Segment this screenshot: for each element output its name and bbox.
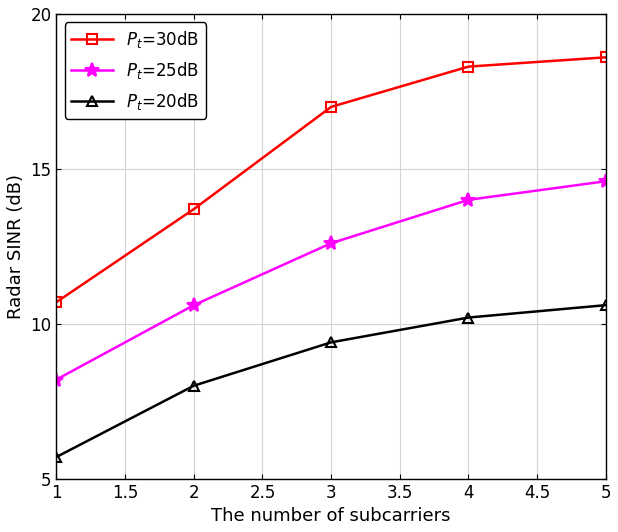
- $P_t$=25dB: [190, 302, 198, 309]
- $P_t$=20dB: [53, 454, 60, 460]
- $P_t$=30dB: [53, 299, 60, 305]
- $P_t$=30dB: [328, 104, 335, 110]
- $P_t$=25dB: [53, 376, 60, 383]
- $P_t$=25dB: [328, 240, 335, 246]
- Y-axis label: Radar SINR (dB): Radar SINR (dB): [7, 174, 25, 319]
- $P_t$=30dB: [465, 63, 472, 70]
- $P_t$=20dB: [602, 302, 609, 309]
- $P_t$=25dB: [602, 178, 609, 185]
- X-axis label: The number of subcarriers: The number of subcarriers: [211, 507, 451, 525]
- $P_t$=20dB: [465, 314, 472, 321]
- Line: $P_t$=25dB: $P_t$=25dB: [49, 174, 613, 386]
- $P_t$=20dB: [190, 383, 198, 389]
- $P_t$=25dB: [465, 197, 472, 203]
- Legend: $P_t$=30dB, $P_t$=25dB, $P_t$=20dB: $P_t$=30dB, $P_t$=25dB, $P_t$=20dB: [65, 22, 206, 119]
- $P_t$=20dB: [328, 339, 335, 345]
- $P_t$=30dB: [602, 54, 609, 61]
- $P_t$=30dB: [190, 206, 198, 212]
- Line: $P_t$=20dB: $P_t$=20dB: [52, 300, 611, 462]
- Line: $P_t$=30dB: $P_t$=30dB: [52, 53, 611, 307]
